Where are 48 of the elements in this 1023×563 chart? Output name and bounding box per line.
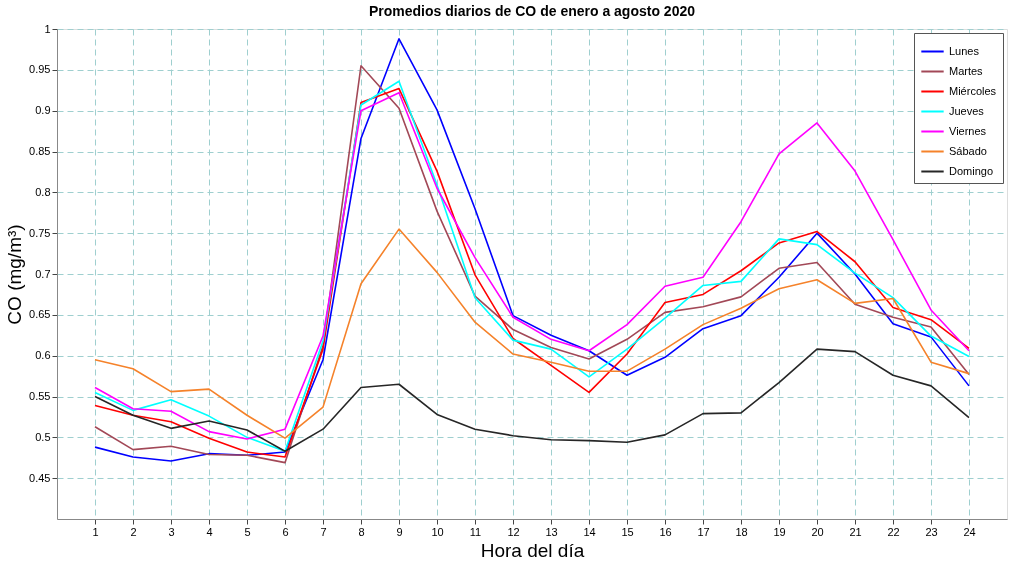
- legend-label: Jueves: [949, 104, 985, 117]
- x-tick-label: 11: [469, 525, 482, 538]
- line-series: [94, 228, 970, 439]
- y-tick-label: 0.95: [29, 63, 51, 76]
- x-tick-label: 5: [244, 525, 251, 538]
- x-tick-label: 18: [735, 525, 748, 538]
- legend-label: Martes: [949, 64, 984, 77]
- y-tick-label: 0.5: [35, 430, 51, 443]
- x-tick-label: 22: [887, 525, 900, 538]
- x-tick-label: 12: [507, 525, 520, 538]
- x-tick-label: 20: [811, 525, 824, 538]
- x-tick-label: 21: [849, 525, 862, 538]
- x-tick-label: 7: [320, 525, 327, 538]
- y-tick-label: 0.7: [35, 267, 51, 280]
- y-tick-label: 0.55: [29, 390, 51, 402]
- x-tick-label: 4: [206, 525, 213, 538]
- x-tick-label: 8: [358, 525, 365, 538]
- x-tick-label: 1: [92, 525, 99, 538]
- legend-label: Lunes: [949, 44, 980, 57]
- line-series: [94, 348, 970, 453]
- y-axis-title: CO (mg/m³): [4, 224, 26, 325]
- x-tick-label: 3: [168, 525, 175, 538]
- y-tick-label: 0.9: [35, 104, 51, 117]
- y-tick-label: 1: [44, 22, 51, 35]
- x-tick-label: 13: [545, 525, 558, 538]
- x-tick-label: 24: [963, 525, 976, 538]
- legend-label: Domingo: [949, 164, 994, 177]
- x-axis-title: Hora del día: [480, 539, 585, 561]
- y-tick-label: 0.85: [29, 145, 51, 157]
- y-tick-label: 0.6: [35, 349, 51, 362]
- x-tick-label: 6: [282, 525, 289, 538]
- x-tick-label: 10: [431, 525, 444, 538]
- y-tick-label: 0.65: [29, 308, 51, 321]
- x-tick-label: 23: [925, 525, 938, 538]
- x-tick-label: 14: [583, 525, 596, 538]
- x-tick-label: 16: [659, 525, 672, 538]
- y-tick-label: 0.45: [29, 471, 51, 484]
- legend-label: Viernes: [949, 124, 987, 137]
- x-tick-label: 9: [396, 525, 403, 538]
- legend-label: Sábado: [949, 144, 987, 157]
- chart-title: Promedios diarios de CO de enero a agosto 2020: [369, 3, 696, 19]
- x-tick-label: 15: [621, 525, 634, 538]
- y-tick-label: 0.8: [35, 185, 51, 198]
- x-tick-label: 17: [697, 525, 710, 538]
- x-tick-label: 2: [130, 525, 137, 538]
- y-tick-label: 0.75: [29, 226, 51, 239]
- legend-label: Miércoles: [949, 84, 997, 97]
- x-tick-label: 19: [773, 525, 786, 538]
